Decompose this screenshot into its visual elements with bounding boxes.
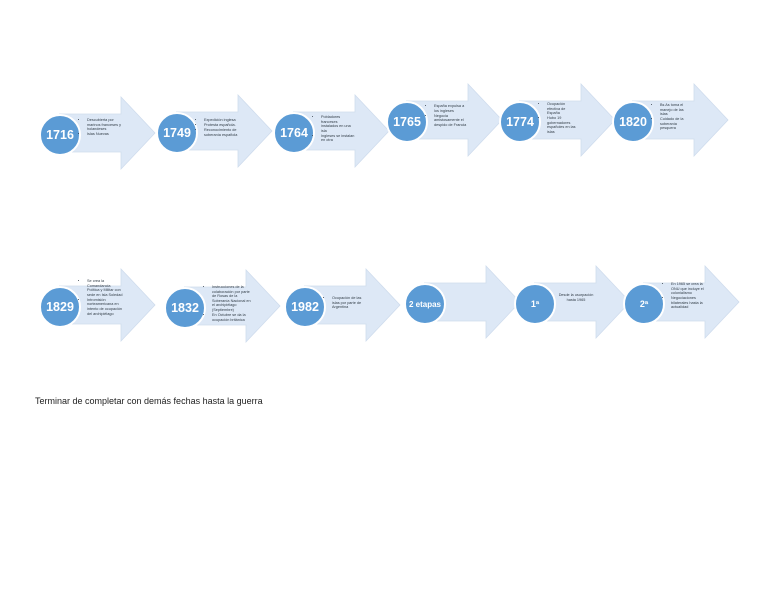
stage-circle: 2 etapas <box>404 283 446 325</box>
event-notes: Instrucciones de la colaboración por par… <box>204 285 254 323</box>
event-note: Instrucciones de la colaboración por par… <box>212 285 254 313</box>
year-circle: 1829 <box>39 286 81 328</box>
event-note: Hubo 19 gobernadores españoles en las is… <box>547 116 579 134</box>
event-notes: España expulsa a los ingleses Negocia am… <box>426 104 470 128</box>
year-circle: 1774 <box>499 101 541 143</box>
year-circle: 1820 <box>612 101 654 143</box>
event-note: Ingleses se instalan en otra <box>321 134 355 143</box>
event-note: Intromisión norteamericana en intento de… <box>87 298 123 316</box>
event-notes: Pobladores franceses instalados en una i… <box>313 115 355 143</box>
event-note: Islas Nuevas <box>87 132 121 137</box>
year-circle: 1982 <box>284 286 326 328</box>
year-circle: 1716 <box>39 114 81 156</box>
event-note: Bs As toma el manejo de las islas <box>660 103 692 117</box>
event-note: Negociaciones bilaterales hasta la actua… <box>671 296 705 310</box>
year-circle: 1749 <box>156 112 198 154</box>
year-circle: 1765 <box>386 101 428 143</box>
event-note: Descubierta por marinos franceses y hola… <box>87 118 121 132</box>
event-note: Se crea la Comandancia Política y Milita… <box>87 279 123 297</box>
event-note: Negocia amistosamente el despido de Fran… <box>434 114 470 128</box>
event-notes: En 1965 se crea la ONU que incluye el co… <box>663 282 705 310</box>
event-note: Ocupación efectiva de España <box>547 102 579 116</box>
event-note: Pobladores franceses instalados en una i… <box>321 115 355 133</box>
event-note: Expedición inglesa <box>204 118 242 123</box>
footer-note: Terminar de completar con demás fechas h… <box>35 396 263 406</box>
event-notes: Ocupación efectiva de España Hubo 19 gob… <box>539 102 579 135</box>
event-note: Cuidado de la soberanía pesquera <box>660 117 692 131</box>
stage-circle: 1ª <box>514 283 556 325</box>
event-note: En 1965 se crea la ONU que incluye el co… <box>671 282 705 296</box>
year-circle: 1764 <box>273 112 315 154</box>
event-notes: Ocupación de las islas por parte de Arge… <box>324 296 366 310</box>
event-note: En Octubre se da la ocupación británica <box>212 313 254 322</box>
event-note: Reconocimiento de soberanía española <box>204 128 242 137</box>
event-note: España expulsa a los ingleses <box>434 104 470 113</box>
year-circle: 1832 <box>164 287 206 329</box>
stage-description: Desde la usurpación hasta 1965 <box>558 293 594 302</box>
event-note: Ocupación de las islas por parte de Arge… <box>332 296 366 310</box>
event-notes: Expedición inglesa Protesta española. Re… <box>196 118 242 138</box>
event-notes: Se crea la Comandancia Política y Milita… <box>79 279 123 317</box>
event-note: Protesta española. <box>204 123 242 128</box>
event-notes: Bs As toma el manejo de las islas Cuidad… <box>652 103 692 131</box>
event-notes: Descubierta por marinos franceses y hola… <box>79 118 121 137</box>
stage-circle: 2ª <box>623 283 665 325</box>
